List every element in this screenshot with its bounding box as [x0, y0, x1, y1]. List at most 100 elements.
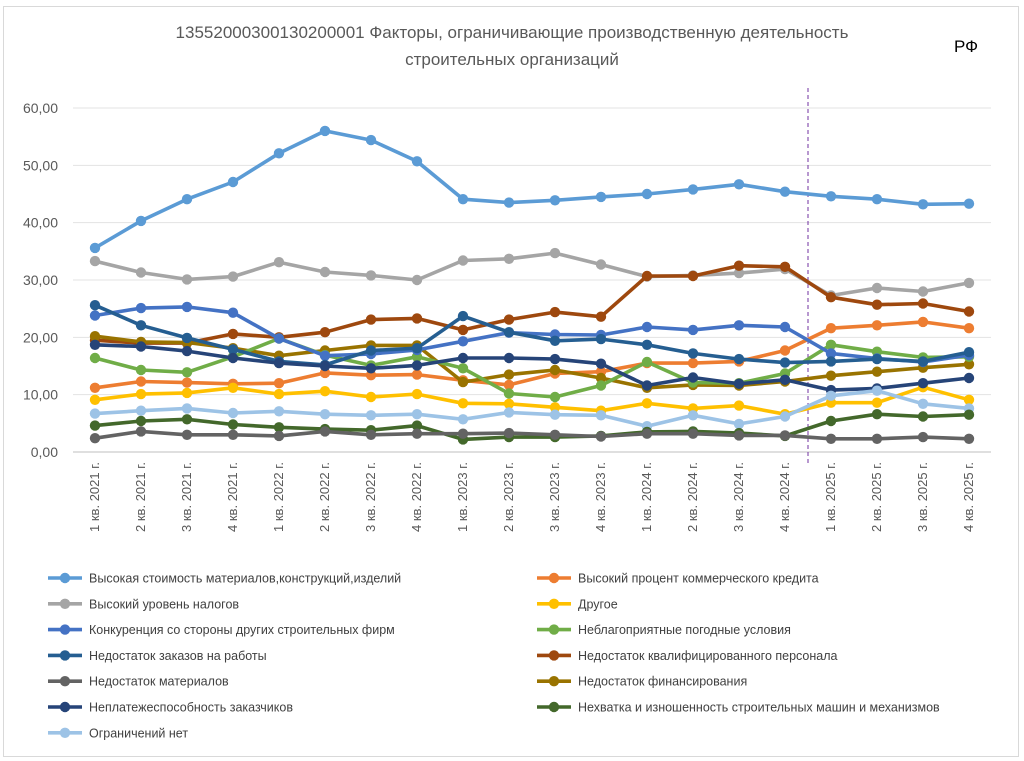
data-point [411, 388, 423, 400]
data-point [365, 429, 377, 440]
data-point [963, 347, 975, 358]
data-point [871, 409, 883, 420]
x-tick-label: 2 кв. 2022 г. [317, 462, 332, 532]
series-line [93, 129, 971, 250]
data-point [319, 360, 331, 372]
legend-label: Нехватка и изношенность строительных маш… [578, 701, 940, 715]
data-point [181, 414, 193, 425]
data-point [963, 394, 975, 405]
x-tick-label: 2 кв. 2023 г. [501, 462, 516, 532]
region-label: РФ [954, 37, 978, 56]
data-point [411, 369, 423, 380]
series-line [93, 303, 971, 367]
data-point [871, 320, 883, 331]
data-point [687, 324, 699, 336]
series-12 [89, 426, 975, 444]
legend-label: Неблагоприятные погодные условия [578, 623, 791, 637]
data-point [135, 341, 147, 352]
data-point [503, 369, 515, 380]
data-point [779, 345, 791, 356]
legend-entry: Недостаток финансирования [537, 675, 747, 689]
data-point [779, 357, 791, 368]
data-point [457, 255, 469, 266]
data-point [135, 405, 147, 416]
x-tick-label: 3 кв. 2021 г. [179, 462, 194, 532]
legend-label: Недостаток квалифицированного персонала [578, 649, 838, 663]
data-point [687, 270, 699, 282]
data-point [89, 310, 101, 321]
legend-entry: Недостаток материалов [48, 675, 229, 689]
legend-entry: Высокий уровень налогов [48, 597, 239, 611]
data-point [687, 410, 699, 421]
data-point [181, 377, 193, 388]
data-point [181, 274, 193, 285]
data-point [227, 307, 239, 318]
data-point [641, 398, 653, 409]
data-point [779, 186, 791, 197]
data-point [227, 328, 239, 340]
x-tick-label: 3 кв. 2025 г. [915, 462, 930, 532]
data-point [89, 394, 101, 405]
data-point [825, 390, 837, 401]
series-line [93, 342, 971, 392]
legend-swatch-marker [548, 650, 560, 661]
data-point [89, 255, 101, 267]
data-point [825, 356, 837, 367]
data-point [319, 266, 331, 278]
series-line [93, 412, 971, 442]
legend-entry: Ограничений нет [48, 726, 188, 740]
data-point [825, 191, 837, 202]
data-point [825, 433, 837, 444]
x-tick-label: 4 кв. 2023 г. [593, 462, 608, 532]
data-point [457, 336, 469, 347]
data-point [595, 380, 607, 391]
legend-entry: Неблагоприятные погодные условия [537, 623, 791, 637]
data-point [411, 360, 423, 371]
data-point [365, 134, 377, 146]
data-point [89, 382, 101, 393]
data-point [227, 429, 239, 440]
legend-label: Другое [578, 597, 618, 611]
data-point [549, 429, 561, 440]
legend-label: Высокий процент коммерческого кредита [578, 572, 819, 586]
x-tick-label: 3 кв. 2022 г. [363, 462, 378, 532]
data-point [227, 407, 239, 419]
legend-swatch-marker [59, 598, 71, 609]
data-point [917, 316, 929, 328]
data-point [89, 300, 101, 311]
x-tick-label: 1 кв. 2025 г. [823, 462, 838, 532]
data-point [503, 398, 515, 409]
data-point [135, 376, 147, 387]
data-point [457, 414, 469, 425]
y-tick-label: 10,00 [23, 387, 58, 403]
data-point [503, 314, 515, 325]
data-point [687, 348, 699, 359]
data-point [181, 301, 193, 313]
data-point [135, 320, 147, 331]
data-point [411, 156, 423, 167]
data-point [135, 415, 147, 427]
data-point [963, 409, 975, 420]
data-point [733, 320, 745, 331]
data-point [825, 292, 837, 303]
data-point [595, 333, 607, 345]
data-point [181, 332, 193, 344]
data-point [687, 357, 699, 369]
data-point [319, 386, 331, 397]
data-point [135, 302, 147, 314]
legend-swatch-marker [59, 624, 71, 635]
data-point [733, 353, 745, 365]
data-point [595, 259, 607, 270]
legend-entry: Другое [537, 597, 618, 611]
x-tick-label: 4 кв. 2022 г. [409, 462, 424, 532]
data-point [733, 267, 745, 279]
legend-entry: Недостаток квалифицированного персонала [537, 649, 838, 663]
chart-title-line2: строительных организаций [405, 50, 619, 69]
data-point [227, 344, 239, 355]
data-point [411, 313, 423, 324]
data-point [181, 403, 193, 414]
data-point [917, 431, 929, 443]
data-point [963, 323, 975, 334]
data-point [963, 433, 975, 444]
legend-label: Недостаток финансирования [578, 675, 747, 689]
